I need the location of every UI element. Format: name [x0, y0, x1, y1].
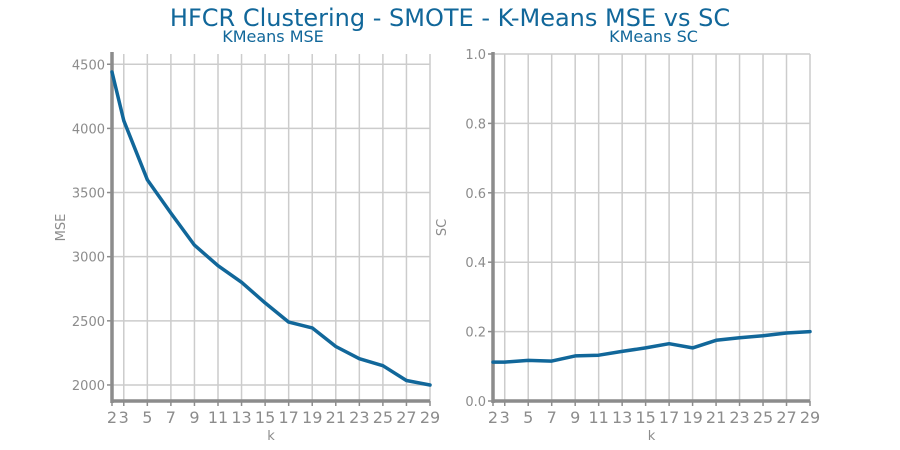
sc-y-tick-label: 0.4 — [465, 256, 486, 271]
sc-y-tick-label: 0.2 — [465, 326, 486, 341]
mse-x-tick-label: 21 — [326, 408, 346, 427]
mse-data-point — [146, 178, 149, 181]
mse-x-tick-label: 25 — [373, 408, 393, 427]
sc-x-tick-label: 7 — [547, 408, 557, 427]
mse-data-point — [240, 281, 243, 284]
sc-y-tick-label: 0.8 — [465, 117, 486, 132]
sc-x-tick-label: 5 — [523, 408, 533, 427]
sc-x-tick-label: 27 — [776, 408, 796, 427]
sc-x-tick-label: 17 — [659, 408, 679, 427]
sc-y-axis-label: SC — [435, 219, 450, 236]
sc-x-tick-label: 9 — [570, 408, 580, 427]
mse-x-axis-label: k — [267, 429, 275, 444]
mse-y-tick-label: 3500 — [72, 187, 105, 202]
mse-data-point — [287, 320, 290, 324]
sc-x-axis-label: k — [648, 429, 656, 444]
mse-data-point — [193, 243, 196, 247]
mse-x-tick-label: 3 — [119, 408, 129, 427]
mse-panel — [107, 52, 432, 406]
sc-data-point — [738, 336, 741, 340]
sc-x-tick-label: 2 — [488, 408, 498, 427]
mse-data-point — [428, 383, 432, 387]
sc-x-tick-label: 25 — [753, 408, 773, 427]
sc-data-point — [785, 331, 788, 335]
mse-data-point — [110, 70, 114, 74]
mse-x-tick-label: 9 — [189, 408, 199, 427]
sc-data-point — [550, 359, 553, 363]
mse-x-tick-label: 17 — [278, 408, 298, 427]
sc-y-tick-label: 0.6 — [465, 187, 486, 202]
mse-data-point — [381, 364, 385, 367]
mse-x-tick-label: 29 — [420, 408, 440, 427]
mse-x-tick-label: 23 — [349, 408, 369, 427]
sc-x-tick-label: 23 — [729, 408, 749, 427]
sc-data-point — [808, 330, 812, 333]
sc-data-point — [597, 353, 600, 357]
sc-x-tick-label: 29 — [800, 408, 820, 427]
mse-x-tick-label: 11 — [208, 408, 228, 427]
sc-x-tick-label: 3 — [500, 408, 510, 427]
mse-x-tick-label: 27 — [396, 408, 416, 427]
mse-y-tick-label: 4500 — [72, 58, 105, 73]
mse-y-tick-label: 2000 — [72, 379, 105, 394]
sc-y-tick-label: 0.0 — [465, 395, 486, 410]
mse-data-point — [311, 326, 314, 330]
sc-data-point — [527, 359, 530, 362]
sc-data-point — [491, 360, 495, 364]
mse-x-tick-label: 2 — [107, 408, 117, 427]
mse-data-point — [169, 211, 173, 215]
mse-x-tick-label: 19 — [302, 408, 322, 427]
sc-data-point — [503, 360, 506, 364]
sc-x-tick-label: 15 — [635, 408, 655, 427]
mse-data-point — [263, 301, 267, 305]
mse-data-point — [334, 345, 337, 348]
mse-data-point — [405, 379, 408, 382]
sc-data-point — [644, 346, 647, 350]
sc-x-tick-label: 21 — [706, 408, 726, 427]
sc-data-point — [714, 339, 718, 342]
figure-title: HFCR Clustering - SMOTE - K-Means MSE vs… — [169, 4, 731, 32]
mse-panel-title: KMeans MSE — [222, 27, 324, 46]
sc-x-tick-label: 11 — [588, 408, 608, 427]
mse-data-point — [358, 357, 361, 360]
mse-data-point — [216, 264, 220, 267]
sc-data-point — [761, 334, 765, 337]
mse-x-tick-label: 5 — [142, 408, 152, 427]
mse-y-axis-label: MSE — [54, 214, 69, 242]
mse-y-tick-label: 3000 — [72, 251, 105, 266]
sc-data-point — [667, 342, 671, 345]
sc-x-tick-label: 13 — [612, 408, 632, 427]
mse-x-tick-label: 13 — [231, 408, 251, 427]
sc-data-point — [620, 350, 624, 353]
mse-x-tick-label: 7 — [166, 408, 176, 427]
sc-panel — [488, 52, 812, 406]
sc-panel-title: KMeans SC — [609, 27, 698, 46]
mse-x-tick-label: 15 — [255, 408, 275, 427]
sc-y-tick-label: 1.0 — [465, 48, 486, 63]
sc-data-point — [691, 346, 694, 350]
sc-x-tick-label: 19 — [682, 408, 702, 427]
mse-y-tick-label: 2500 — [72, 315, 105, 330]
mse-data-point — [122, 119, 125, 122]
sc-data-point — [573, 354, 577, 358]
mse-y-tick-label: 4000 — [72, 122, 105, 137]
